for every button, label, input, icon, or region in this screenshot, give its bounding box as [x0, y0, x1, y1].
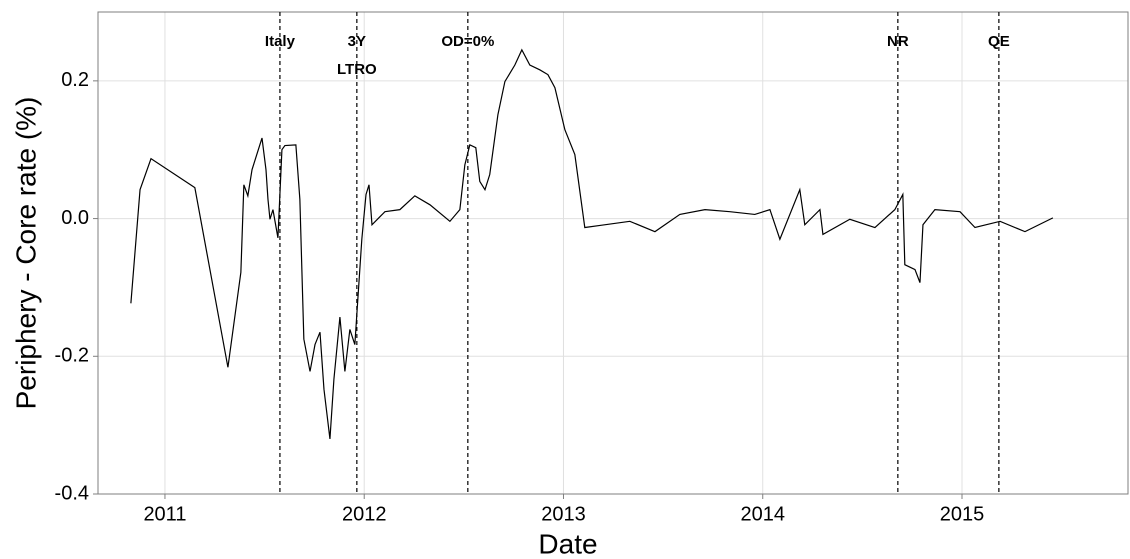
x-tick-label: 2014: [740, 503, 785, 525]
event-label: QE: [988, 33, 1010, 50]
event-label: Italy: [265, 33, 296, 50]
y-tick-label: 0.2: [61, 69, 89, 91]
event-label: OD=0%: [441, 33, 494, 50]
event-label: NR: [887, 33, 909, 50]
y-tick-label: -0.2: [55, 345, 89, 367]
y-axis-title: Periphery - Core rate (%): [10, 97, 41, 410]
y-tick-label: -0.4: [55, 482, 89, 504]
x-axis-title: Date: [538, 528, 597, 559]
event-label: 3Y: [348, 33, 366, 50]
x-tick-label: 2015: [940, 503, 985, 525]
x-tick-label: 2011: [143, 503, 186, 525]
y-tick-label: 0.0: [61, 207, 89, 229]
plot-panel: [97, 11, 1129, 495]
x-tick-label: 2013: [541, 503, 586, 525]
x-tick-label: 2012: [342, 503, 387, 525]
data-line: [130, 48, 1054, 439]
event-label: LTRO: [337, 61, 377, 78]
